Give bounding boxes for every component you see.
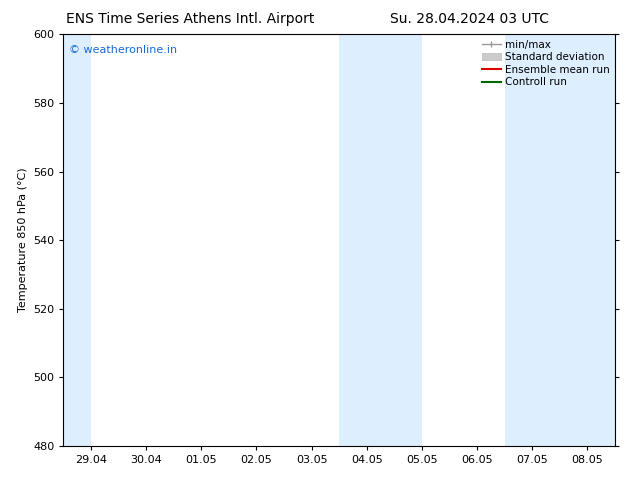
Legend: min/max, Standard deviation, Ensemble mean run, Controll run: min/max, Standard deviation, Ensemble me… bbox=[480, 37, 612, 89]
Text: © weatheronline.in: © weatheronline.in bbox=[69, 45, 177, 54]
Bar bbox=[63, 34, 91, 446]
Y-axis label: Temperature 850 hPa (°C): Temperature 850 hPa (°C) bbox=[18, 168, 27, 313]
Bar bbox=[505, 34, 615, 446]
Text: Su. 28.04.2024 03 UTC: Su. 28.04.2024 03 UTC bbox=[390, 12, 548, 26]
Bar bbox=[339, 34, 422, 446]
Text: ENS Time Series Athens Intl. Airport: ENS Time Series Athens Intl. Airport bbox=[66, 12, 314, 26]
